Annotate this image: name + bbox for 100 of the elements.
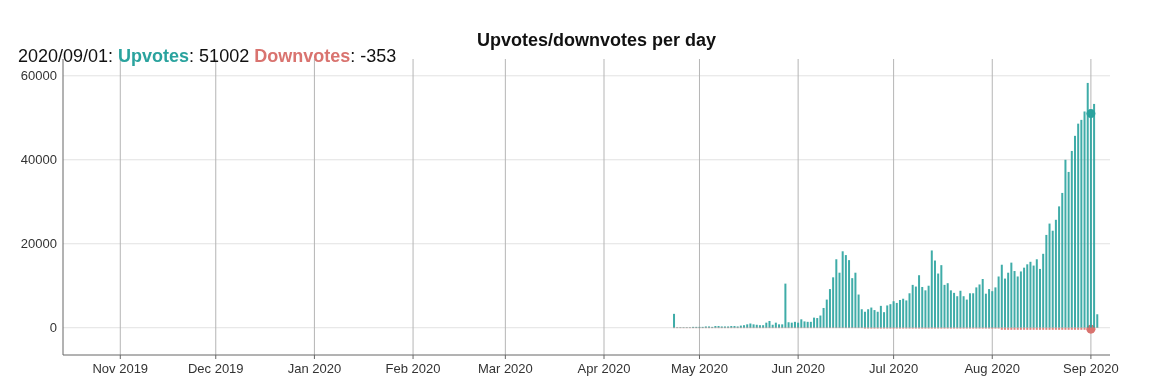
- bar: [1048, 327, 1051, 330]
- bar: [940, 265, 943, 328]
- bar: [854, 272, 857, 328]
- bar: [1000, 264, 1003, 328]
- bar: [841, 251, 844, 328]
- bar: [1067, 327, 1070, 330]
- y-tick-label: 0: [49, 320, 57, 336]
- x-tick-label: Jun 2020: [771, 361, 825, 376]
- bar: [873, 310, 876, 328]
- bar: [1048, 223, 1051, 328]
- bar: [809, 321, 812, 328]
- bar: [1007, 327, 1010, 330]
- bar: [1080, 119, 1083, 328]
- bar: [911, 284, 914, 328]
- bar: [784, 283, 787, 328]
- bar: [1032, 327, 1035, 330]
- bar: [959, 290, 962, 328]
- bar: [1073, 327, 1076, 330]
- bar: [1019, 271, 1022, 328]
- bar: [863, 311, 866, 328]
- bar: [1064, 327, 1067, 330]
- bar: [981, 279, 984, 328]
- bar: [813, 317, 816, 328]
- bar: [946, 283, 949, 328]
- bar: [1013, 327, 1016, 330]
- bar: [968, 293, 971, 328]
- bar: [1038, 327, 1041, 330]
- bar: [1013, 271, 1016, 328]
- y-tick-label: 20000: [20, 236, 57, 252]
- bar: [1086, 82, 1089, 328]
- bar: [905, 300, 908, 328]
- bar: [749, 323, 752, 328]
- bar: [819, 315, 822, 328]
- bar: [1029, 261, 1032, 328]
- chart-title: Upvotes/downvotes per day: [476, 30, 717, 50]
- bar: [1029, 327, 1032, 330]
- bar: [870, 307, 873, 328]
- bar: [879, 305, 882, 328]
- bar: [673, 313, 676, 328]
- text: Upvotes: [118, 46, 190, 66]
- bar: [962, 296, 965, 328]
- bar: [1019, 327, 1022, 330]
- bar: [943, 284, 946, 328]
- text: Downvotes: [254, 46, 351, 66]
- bar: [1042, 327, 1045, 330]
- y-tick-label: 60000: [20, 68, 57, 84]
- x-tick-label: Apr 2020: [577, 361, 631, 376]
- bar: [1035, 259, 1038, 328]
- bar: [774, 322, 777, 328]
- bar: [1058, 327, 1061, 330]
- bar: [886, 305, 889, 328]
- bar: [994, 287, 997, 328]
- bar: [1003, 327, 1006, 330]
- x-tick-label: Dec 2019: [187, 361, 244, 376]
- bar: [918, 275, 921, 328]
- bar: [889, 304, 892, 328]
- bar: [1010, 327, 1013, 330]
- bar: [902, 298, 905, 328]
- x-tick-label: Jul 2020: [869, 361, 919, 376]
- bar: [1077, 123, 1080, 328]
- annotation: : -353: [350, 46, 397, 66]
- bar: [790, 322, 793, 328]
- bar: [797, 322, 800, 328]
- bar: [793, 321, 796, 328]
- bar: [844, 255, 847, 328]
- bar: [953, 292, 956, 328]
- y-tick-label: 40000: [20, 152, 57, 168]
- annotation: : 51002: [189, 46, 255, 66]
- bar: [835, 259, 838, 328]
- bar: [898, 300, 901, 328]
- bar: [892, 301, 895, 328]
- bar: [975, 287, 978, 328]
- x-tick-label: Jan 2020: [287, 361, 342, 376]
- bar: [1016, 327, 1019, 330]
- bar: [857, 294, 860, 328]
- x-tick-label: Mar 2020: [477, 361, 533, 376]
- bar: [1010, 262, 1013, 328]
- bar: [816, 318, 819, 328]
- bar: [787, 322, 790, 328]
- bar: [1077, 327, 1080, 330]
- bar: [930, 250, 933, 328]
- bar: [800, 319, 803, 328]
- x-tick-label: Feb 2020: [385, 361, 441, 376]
- bar: [895, 302, 898, 328]
- x-tick-label: Sep 2020: [1063, 361, 1119, 376]
- bar: [1051, 327, 1054, 330]
- bar: [1061, 327, 1064, 330]
- x-tick-label: May 2020: [670, 361, 729, 376]
- bar: [1054, 327, 1057, 330]
- bar: [803, 321, 806, 328]
- bar: [1080, 327, 1083, 330]
- bar: [924, 290, 927, 328]
- x-tick-label: Nov 2019: [92, 361, 149, 376]
- bar: [765, 322, 768, 328]
- bar: [1064, 159, 1067, 328]
- x-tick-label: Aug 2020: [964, 361, 1021, 376]
- bar: [1045, 327, 1048, 330]
- bar: [988, 289, 991, 328]
- bar: [1045, 234, 1048, 328]
- bar: [867, 309, 870, 328]
